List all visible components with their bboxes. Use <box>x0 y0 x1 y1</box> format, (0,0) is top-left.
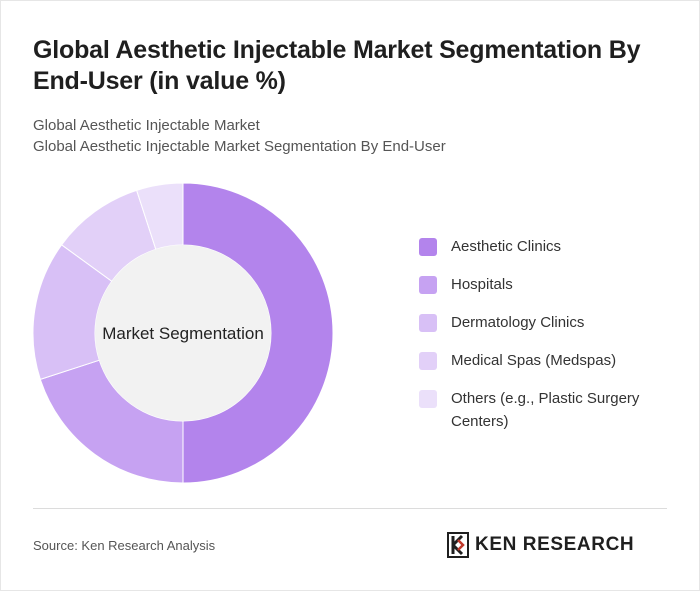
legend-swatch <box>419 314 437 332</box>
ken-research-logo-icon <box>447 532 469 558</box>
donut-chart: Market Segmentation <box>33 183 333 483</box>
subtitle-line-2: Global Aesthetic Injectable Market Segme… <box>33 138 446 155</box>
legend-item: Hospitals <box>419 273 669 296</box>
legend-label: Aesthetic Clinics <box>451 238 562 255</box>
legend-label: Medical Spas (Medspas) <box>451 352 617 369</box>
legend-label: Hospitals <box>451 276 513 293</box>
donut-hole <box>95 245 271 421</box>
legend-item: Dermatology Clinics <box>419 311 669 334</box>
legend-item: Others (e.g., Plastic Surgery Centers) <box>419 387 669 433</box>
legend: Aesthetic Clinics Hospitals Dermatology Cl… <box>419 235 669 448</box>
legend-item: Aesthetic Clinics <box>419 235 669 258</box>
legend-swatch <box>419 390 437 408</box>
chart-subtitle: Global Aesthetic Injectable Market Globa… <box>33 115 446 157</box>
center-label: Market Segmentation <box>102 324 264 343</box>
legend-swatch <box>419 276 437 294</box>
legend-swatch <box>419 352 437 370</box>
chart-title: Global Aesthetic Injectable Market Segme… <box>33 36 641 95</box>
ken-research-logo: KEN RESEARCH <box>447 531 671 559</box>
logo-text: KEN RESEARCH <box>475 534 635 555</box>
subtitle-line-1: Global Aesthetic Injectable Market <box>33 117 260 134</box>
source-note: Source: Ken Research Analysis <box>33 538 216 553</box>
legend-label: Others (e.g., Plastic Surgery Centers) <box>451 390 640 430</box>
divider <box>33 508 667 509</box>
legend-label: Dermatology Clinics <box>451 314 585 331</box>
legend-item: Medical Spas (Medspas) <box>419 349 669 372</box>
legend-swatch <box>419 238 437 256</box>
